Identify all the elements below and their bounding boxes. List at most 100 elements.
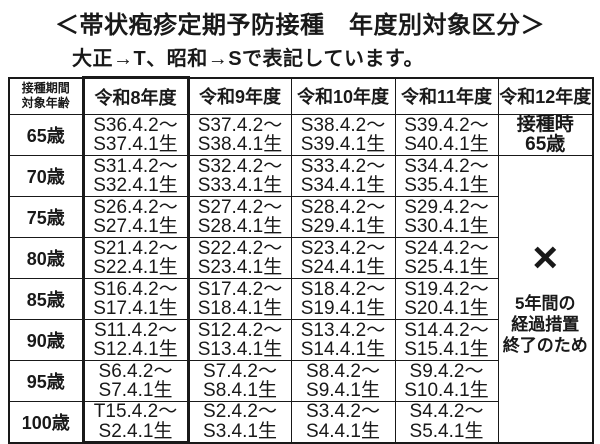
birth-range-cell: S12.4.2～ S13.4.1生	[187, 319, 292, 361]
birth-range-cell: S28.4.2～ S29.4.1生	[290, 196, 396, 238]
range-end: S30.4.1生	[404, 216, 489, 237]
range-end: S28.4.1生	[197, 216, 283, 237]
age-label: 85歳	[8, 278, 84, 320]
vaccination-schedule-table: 接種期間 対象年齢 令和8年度 令和9年度 令和10年度 令和11年度 令和12…	[8, 76, 594, 444]
corner-header: 接種期間 対象年齢	[8, 77, 84, 115]
column-header-reiwa12: 令和12年度	[497, 77, 594, 115]
range-start: S14.4.2～	[404, 319, 489, 341]
range-start: S23.4.2～	[300, 237, 386, 259]
age-label: 90歳	[8, 319, 84, 361]
page-title: ＜帯状疱疹定期予防接種 年度別対象区分＞	[55, 12, 545, 39]
range-end: S22.4.1生	[93, 257, 178, 278]
note-line2: 65歳	[525, 134, 566, 155]
birth-range-cell: S9.4.2～ S10.4.1生	[394, 360, 499, 402]
range-start: S26.4.2～	[93, 196, 178, 218]
birth-range-cell: S26.4.2～ S27.4.1生	[81, 196, 190, 238]
age-label: 65歳	[8, 114, 84, 156]
range-end: S15.4.1生	[404, 339, 489, 360]
range-start: S4.4.2～	[409, 401, 484, 423]
range-start: T15.4.2～	[93, 401, 178, 422]
reason-line2: 経過措置	[511, 315, 580, 335]
at-vaccination-age-cell: 接種時 65歳	[497, 114, 594, 156]
birth-range-cell: S34.4.2～ S35.4.1生	[394, 155, 499, 197]
reason-line1: 5年間の	[515, 294, 576, 314]
birth-range-cell: S39.4.2～ S40.4.1生	[394, 114, 499, 156]
birth-range-cell: S24.4.2～ S25.4.1生	[394, 237, 499, 279]
birth-range-cell: S37.4.2～ S38.4.1生	[187, 114, 292, 156]
range-start: S3.4.2～	[306, 401, 380, 423]
range-end: S27.4.1生	[93, 216, 178, 237]
range-end: S20.4.1生	[404, 298, 489, 319]
not-applicable-cell: × 5年間の 経過措置 終了のため	[497, 155, 594, 443]
range-end: S24.4.1生	[300, 257, 386, 278]
range-start: S34.4.2～	[404, 155, 489, 177]
range-end: S4.4.1生	[306, 420, 380, 442]
range-start: S18.4.2～	[300, 278, 386, 300]
column-header-reiwa9: 令和9年度	[187, 77, 292, 115]
range-end: S29.4.1生	[300, 216, 386, 237]
range-end: S9.4.1生	[306, 380, 380, 401]
range-start: S11.4.2～	[93, 319, 178, 341]
age-label: 70歳	[8, 155, 84, 197]
range-end: S8.4.1生	[203, 380, 277, 401]
range-start: S13.4.2～	[300, 319, 386, 341]
column-header-reiwa10: 令和10年度	[290, 77, 396, 115]
range-end: S5.4.1生	[409, 420, 484, 442]
birth-range-cell: S14.4.2～ S15.4.1生	[394, 319, 499, 361]
range-end: S35.4.1生	[404, 175, 489, 196]
range-start: S33.4.2～	[300, 155, 386, 177]
birth-range-cell: S17.4.2～ S18.4.1生	[187, 278, 292, 320]
range-end: S14.4.1生	[300, 339, 386, 360]
range-end: S32.4.1生	[93, 175, 178, 196]
birth-range-cell: S18.4.2～ S19.4.1生	[290, 278, 396, 320]
birth-range-cell: S29.4.2～ S30.4.1生	[394, 196, 499, 238]
range-start: S2.4.2～	[203, 401, 277, 423]
range-end: S34.4.1生	[300, 175, 386, 196]
table-row-age75: 75歳 S26.4.2～ S27.4.1生 S27.4.2～ S28.4.1生 …	[8, 196, 593, 238]
range-end: S38.4.1生	[197, 134, 283, 155]
range-end: S39.4.1生	[300, 134, 386, 155]
birth-range-cell: S32.4.2～ S33.4.1生	[187, 155, 292, 197]
range-end: S17.4.1生	[93, 298, 178, 319]
range-start: S27.4.2～	[197, 196, 283, 218]
birth-range-cell: S31.4.2～ S32.4.1生	[81, 155, 190, 197]
range-start: S22.4.2～	[197, 237, 283, 259]
range-end: S12.4.1生	[93, 339, 178, 360]
range-start: S39.4.2～	[404, 114, 489, 136]
range-start: S31.4.2～	[93, 155, 178, 177]
table-row-age90: 90歳 S11.4.2～ S12.4.1生 S12.4.2～ S13.4.1生 …	[8, 319, 593, 361]
birth-range-cell: S13.4.2～ S14.4.1生	[290, 319, 396, 361]
birth-range-cell: S4.4.2～ S5.4.1生	[394, 401, 499, 443]
range-end: S40.4.1生	[404, 134, 489, 155]
range-start: S7.4.2～	[203, 360, 277, 382]
birth-range-cell: S23.4.2～ S24.4.1生	[290, 237, 396, 279]
note-line1: 接種時	[516, 114, 574, 135]
column-header-reiwa11: 令和11年度	[394, 77, 499, 115]
birth-range-cell: S27.4.2～ S28.4.1生	[187, 196, 292, 238]
range-start: S37.4.2～	[197, 114, 283, 136]
corner-header-line1: 接種期間	[21, 80, 70, 95]
range-start: S24.4.2～	[404, 237, 489, 259]
range-end: S25.4.1生	[404, 257, 489, 278]
column-header-reiwa8: 令和8年度	[81, 76, 190, 115]
range-start: S21.4.2～	[93, 237, 178, 259]
birth-range-cell: T15.4.2～ S2.4.1生	[81, 401, 190, 444]
range-end: S33.4.1生	[197, 175, 283, 196]
age-label: 100歳	[8, 401, 84, 443]
range-start: S16.4.2～	[93, 278, 178, 300]
reason-line3: 終了のため	[502, 336, 588, 356]
corner-header-line2: 対象年齢	[21, 96, 70, 111]
range-end: S3.4.1生	[203, 420, 277, 442]
birth-range-cell: S11.4.2～ S12.4.1生	[81, 319, 190, 361]
birth-range-cell: S2.4.2～ S3.4.1生	[187, 401, 292, 443]
age-label: 75歳	[8, 196, 84, 238]
birth-range-cell: S6.4.2～ S7.4.1生	[81, 360, 190, 402]
range-start: S6.4.2～	[98, 360, 173, 382]
range-start: S8.4.2～	[306, 360, 380, 382]
birth-range-cell: S33.4.2～ S34.4.1生	[290, 155, 396, 197]
table-row-age95: 95歳 S6.4.2～ S7.4.1生 S7.4.2～ S8.4.1生 S8.4…	[8, 360, 593, 402]
range-start: S36.4.2～	[93, 114, 178, 136]
range-end: S7.4.1生	[98, 380, 173, 401]
range-start: S38.4.2～	[300, 114, 386, 136]
range-start: S9.4.2～	[409, 360, 484, 382]
